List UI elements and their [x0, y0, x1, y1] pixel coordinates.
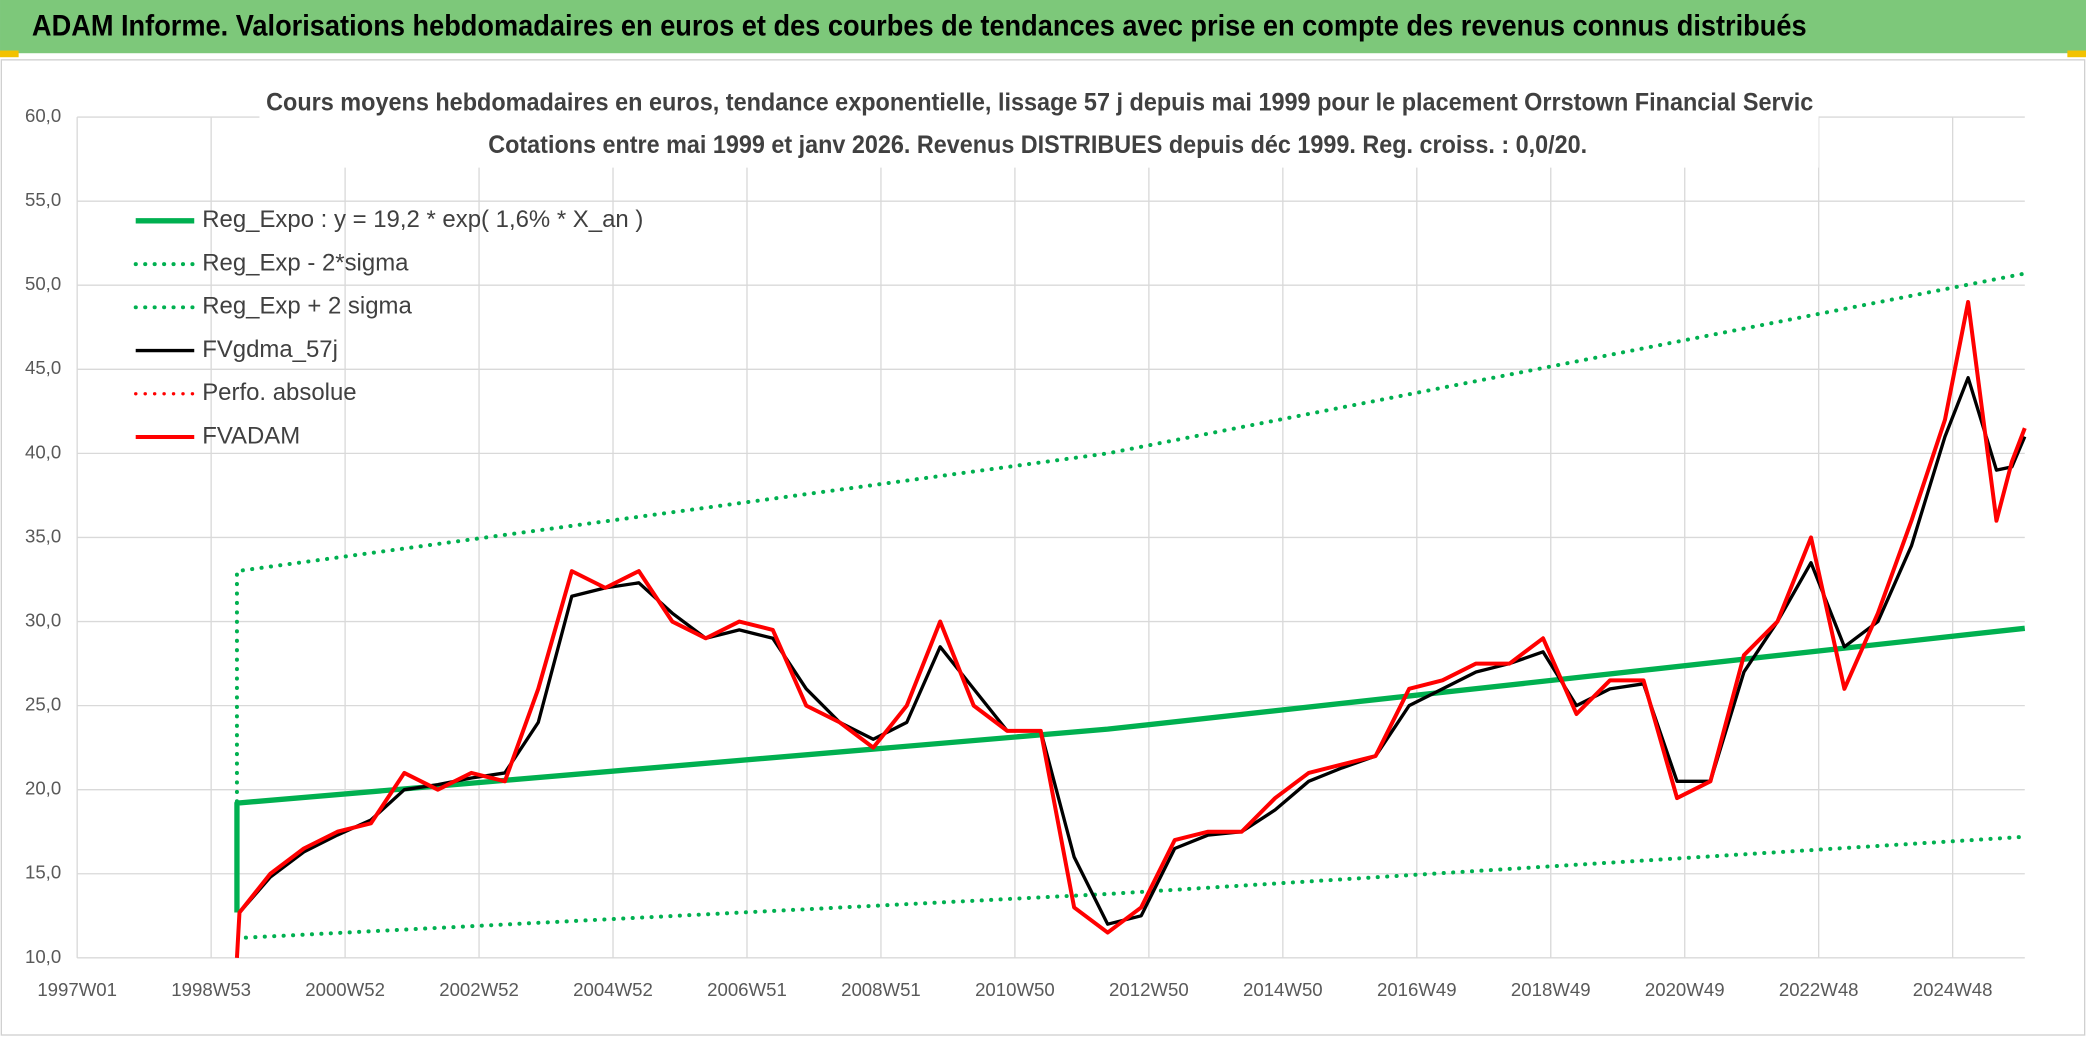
legend-label: FVADAM — [202, 422, 300, 449]
y-tick-label: 20,0 — [25, 778, 61, 799]
page-title: ADAM Informe. Valorisations hebdomadaire… — [32, 11, 1807, 43]
y-tick-label: 60,0 — [25, 105, 61, 126]
y-tick-label: 15,0 — [25, 862, 61, 883]
series-line — [234, 625, 2026, 913]
x-tick-label: 2004W52 — [573, 979, 653, 1000]
series-line — [234, 271, 2027, 804]
corner — [0, 50, 19, 58]
x-tick-label: 2010W50 — [975, 979, 1055, 1000]
legend-label: Reg_Exp + 2 sigma — [202, 293, 412, 320]
legend-label: Perfo. absolue — [202, 379, 356, 406]
x-tick-label: 2012W50 — [1109, 979, 1189, 1000]
x-tick-label: 2008W51 — [841, 979, 921, 1000]
x-tick-label: 1998W53 — [171, 979, 251, 1000]
corner — [2067, 50, 2086, 58]
series-line — [234, 299, 2027, 958]
y-tick-label: 40,0 — [25, 441, 61, 462]
y-tick-label: 10,0 — [25, 946, 61, 967]
header-bar — [0, 0, 2086, 54]
x-tick-label: 2024W48 — [1913, 979, 1993, 1000]
y-tick-label: 35,0 — [25, 525, 61, 546]
chart-title: Cours moyens hebdomadaires en euros, ten… — [266, 88, 1813, 116]
x-tick-label: 2022W48 — [1779, 979, 1859, 1000]
y-tick-label: 50,0 — [25, 273, 61, 294]
legend-label: Reg_Expo : y = 19,2 * exp( 1,6% * X_an ) — [202, 206, 643, 233]
y-tick-label: 25,0 — [25, 694, 61, 715]
y-tick-label: 55,0 — [25, 189, 61, 210]
y-tick-label: 30,0 — [25, 609, 61, 630]
x-tick-label: 2020W49 — [1645, 979, 1725, 1000]
x-tick-label: 2000W52 — [305, 979, 385, 1000]
x-tick-label: 2002W52 — [439, 979, 519, 1000]
legend-label: FVgdma_57j — [202, 336, 338, 363]
legend-label: Reg_Exp - 2*sigma — [202, 249, 409, 276]
series-line — [243, 834, 2027, 940]
chart-frame — [0, 59, 2086, 1036]
x-tick-label: 2018W49 — [1511, 979, 1591, 1000]
title-bg — [259, 85, 1819, 168]
x-tick-label: 2016W49 — [1377, 979, 1457, 1000]
x-tick-label: 2014W50 — [1243, 979, 1323, 1000]
x-tick-label: 1997W01 — [37, 979, 117, 1000]
y-tick-label: 45,0 — [25, 357, 61, 378]
chart-subtitle: Cotations entre mai 1999 et janv 2026. R… — [488, 131, 1587, 159]
x-tick-label: 2006W51 — [707, 979, 787, 1000]
